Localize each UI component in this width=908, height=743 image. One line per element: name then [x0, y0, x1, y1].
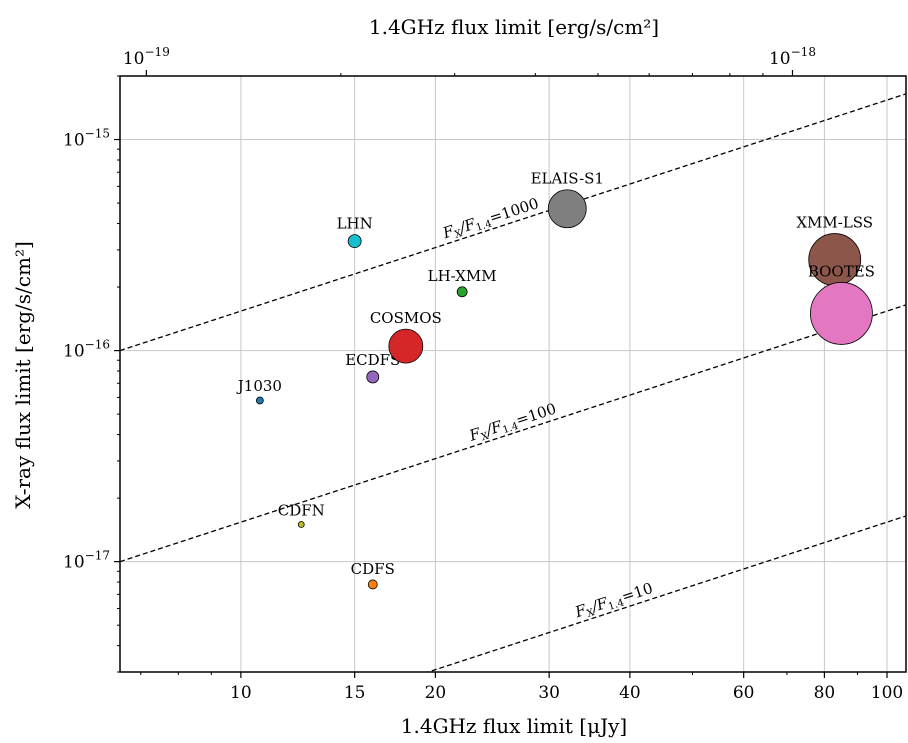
y-axis-title: X-ray flux limit [erg/s/cm²] [11, 241, 35, 509]
point-label-ecdfs: ECDFS [345, 351, 400, 369]
ratio-label-1000: FX/F1.4=1000 [440, 194, 542, 244]
point-label-elais-s1: ELAIS-S1 [531, 170, 604, 188]
axes-frame-layer: FX/F1.4=1000 FX/F1.4=100 FX/F1.4=10 [119, 75, 907, 673]
ratio-line-10 [426, 515, 906, 672]
point-label-xmm-lss: XMM-LSS [796, 214, 873, 232]
ratio-line-1000 [120, 93, 906, 352]
x-tick-label: 80 [814, 683, 836, 703]
point-elais-s1 [547, 189, 587, 229]
x-tick-label: 15 [344, 683, 366, 703]
point-label-bootes: BOOTES [808, 262, 875, 280]
point-label-cdfs: CDFS [351, 560, 395, 578]
point-label-lhn: LHN [337, 215, 373, 233]
x-axis-title: 1.4GHz flux limit [μJy] [401, 714, 627, 738]
point-label-j1030: J1030 [236, 377, 282, 395]
point-label-cdfn: CDFN [278, 501, 325, 519]
x-tick-label: 40 [619, 683, 641, 703]
grid-layer [120, 76, 906, 672]
point-label-cosmos: COSMOS [370, 309, 442, 327]
point-lhn [347, 234, 362, 249]
y-tick-label: 10−17 [63, 549, 110, 573]
top-x-axis-title: 1.4GHz flux limit [erg/s/cm²] [369, 15, 659, 39]
point-j1030 [255, 396, 264, 405]
x-tick-label: 10 [230, 683, 252, 703]
point-cdfn [297, 521, 305, 528]
point-bootes [810, 282, 873, 345]
x-tick-label: 100 [871, 683, 903, 703]
ratio-line-100 [120, 304, 906, 563]
x2-tick-label: 10−18 [769, 45, 816, 69]
ticks-layer: 10 15 20 30 40 60 80 100 10−17 10−16 10−15 10−19 10−… [63, 45, 903, 703]
ratio-label-100: FX/F1.4=100 [466, 400, 559, 447]
ratio-label-10: FX/F1.4=10 [572, 579, 656, 623]
ratio-lines-layer [120, 93, 906, 672]
x2-tick-label: 10−19 [123, 45, 170, 69]
x-tick-label: 60 [733, 683, 755, 703]
points-layer: J1030 LHN ECDFS COSMOS LH-XMM ELAIS-S1 XMM-LSS… [236, 170, 875, 590]
plot-frame [119, 75, 907, 673]
point-lh-xmm [456, 286, 468, 298]
y-tick-label: 10−16 [63, 338, 110, 362]
y-tick-label: 10−15 [63, 127, 110, 151]
point-cosmos [388, 328, 424, 364]
x-tick-label: 30 [538, 683, 560, 703]
x-tick-label: 20 [425, 683, 447, 703]
point-ecdfs [366, 370, 380, 384]
point-label-lh-xmm: LH-XMM [428, 267, 497, 285]
point-cdfs [367, 579, 378, 590]
